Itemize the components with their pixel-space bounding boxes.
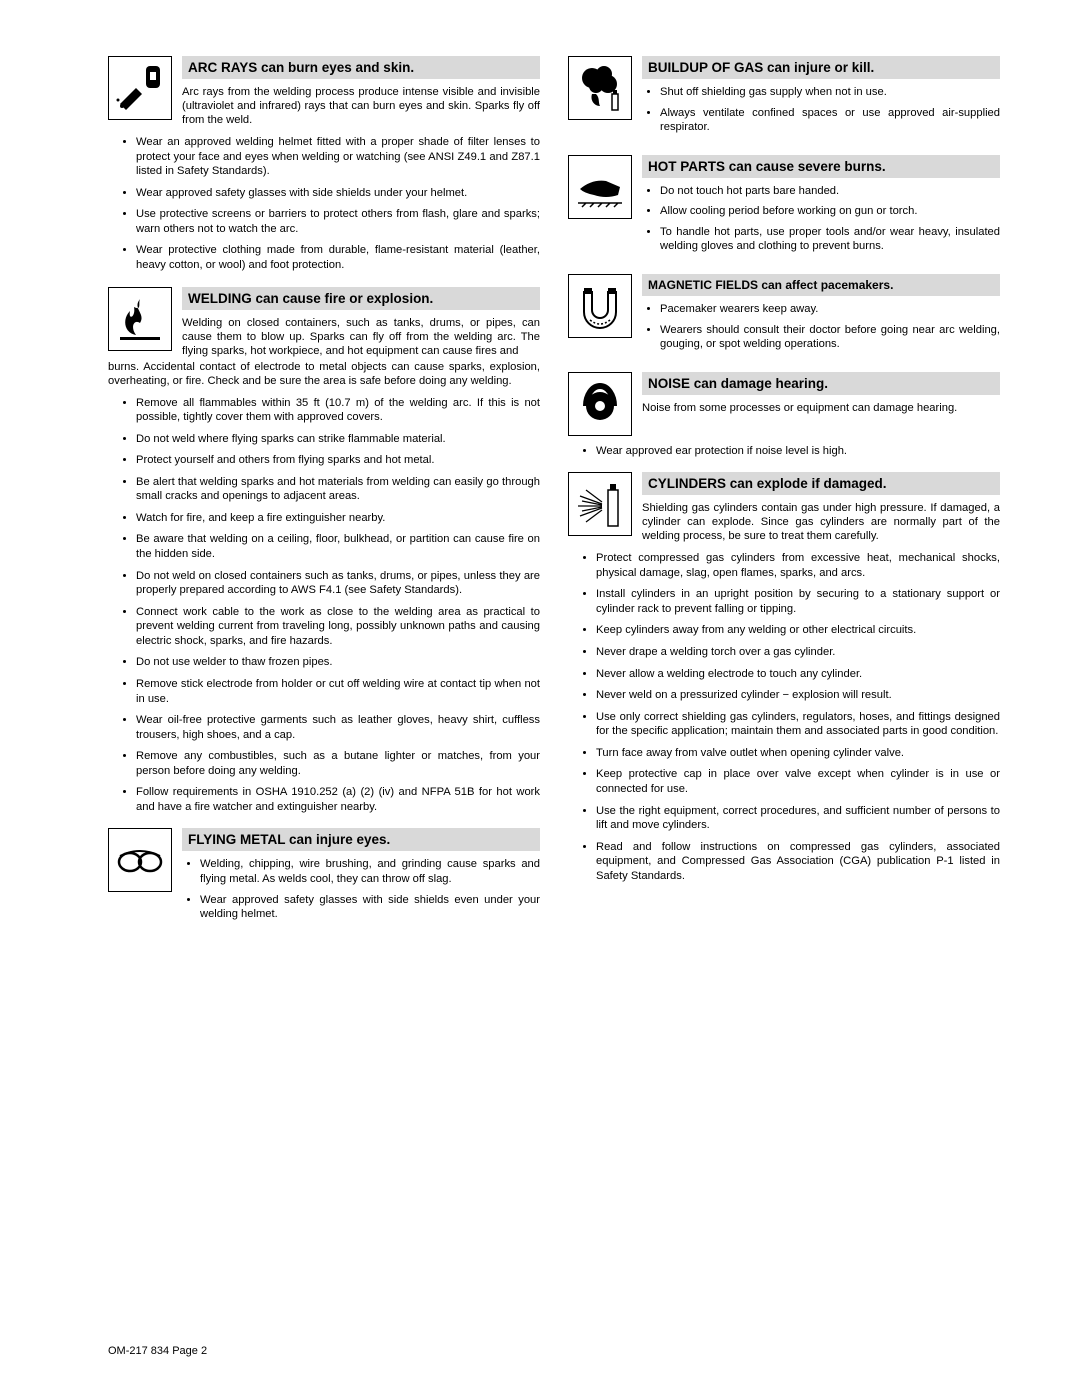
- bullet-item: Remove stick electrode from holder or cu…: [136, 677, 540, 706]
- section-side-bullets: Welding, chipping, wire brushing, and gr…: [182, 857, 540, 921]
- bullet-item: Watch for fire, and keep a fire extingui…: [136, 511, 540, 526]
- section-header-row: BUILDUP OF GAS can injure or kill. Shut o…: [568, 56, 1000, 141]
- safety-section: WELDING can cause fire or explosion. Weld…: [108, 287, 540, 815]
- section-side-bullets: Do not touch hot parts bare handed. Allow…: [642, 184, 1000, 254]
- section-side-bullets: Pacemaker wearers keep away. Wearers shou…: [642, 302, 1000, 352]
- bullet-item: Use protective screens or barriers to pr…: [136, 207, 540, 236]
- goggles-icon: [108, 828, 172, 892]
- magnet-icon: [568, 274, 632, 338]
- section-title: MAGNETIC FIELDS can affect pacemakers.: [642, 274, 1000, 296]
- section-header-row: CYLINDERS can explode if damaged. Shieldi…: [568, 472, 1000, 543]
- section-title: WELDING can cause fire or explosion.: [182, 287, 540, 310]
- section-header-row: WELDING can cause fire or explosion. Weld…: [108, 287, 540, 358]
- bullet-item: Wear approved safety glasses with side s…: [200, 893, 540, 922]
- left-column: ARC RAYS can burn eyes and skin. Arc rays…: [108, 56, 540, 942]
- section-header-row: NOISE can damage hearing. Noise from some…: [568, 372, 1000, 436]
- bullet-item: Pacemaker wearers keep away.: [660, 302, 1000, 317]
- safety-section: NOISE can damage hearing. Noise from some…: [568, 372, 1000, 459]
- safety-section: HOT PARTS can cause severe burns. Do not …: [568, 155, 1000, 260]
- bullet-item: Never drape a welding torch over a gas c…: [596, 645, 1000, 660]
- bullet-item: Wear oil-free protective garments such a…: [136, 713, 540, 742]
- section-right-block: FLYING METAL can injure eyes. Welding, ch…: [182, 828, 540, 927]
- bullet-item: Keep cylinders away from any welding or …: [596, 623, 1000, 638]
- bullet-item: Remove all flammables within 35 ft (10.7…: [136, 396, 540, 425]
- bullet-item: Always ventilate confined spaces or use …: [660, 106, 1000, 135]
- safety-section: FLYING METAL can injure eyes. Welding, ch…: [108, 828, 540, 927]
- hand-icon: [568, 155, 632, 219]
- bullet-item: Protect compressed gas cylinders from ex…: [596, 551, 1000, 580]
- bullet-item: Be alert that welding sparks and hot mat…: [136, 475, 540, 504]
- bullet-item: Remove any combustibles, such as a butan…: [136, 749, 540, 778]
- section-title: NOISE can damage hearing.: [642, 372, 1000, 395]
- section-right-block: ARC RAYS can burn eyes and skin. Arc rays…: [182, 56, 540, 127]
- columns-container: ARC RAYS can burn eyes and skin. Arc rays…: [108, 56, 1000, 942]
- section-right-block: WELDING can cause fire or explosion. Weld…: [182, 287, 540, 358]
- bullet-item: Do not weld on closed containers such as…: [136, 569, 540, 598]
- bullet-item: Wearers should consult their doctor befo…: [660, 323, 1000, 352]
- bullet-item: Read and follow instructions on compress…: [596, 840, 1000, 884]
- bullet-item: Install cylinders in an upright position…: [596, 587, 1000, 616]
- safety-section: BUILDUP OF GAS can injure or kill. Shut o…: [568, 56, 1000, 141]
- bullet-item: Do not touch hot parts bare handed.: [660, 184, 1000, 199]
- section-title: HOT PARTS can cause severe burns.: [642, 155, 1000, 178]
- gas-icon: [568, 56, 632, 120]
- section-bullets: Protect compressed gas cylinders from ex…: [568, 551, 1000, 883]
- welder-icon: [108, 56, 172, 120]
- bullet-item: Shut off shielding gas supply when not i…: [660, 85, 1000, 100]
- section-header-row: ARC RAYS can burn eyes and skin. Arc rays…: [108, 56, 540, 127]
- bullet-item: Do not weld where flying sparks can stri…: [136, 432, 540, 447]
- bullet-item: Be aware that welding on a ceiling, floo…: [136, 532, 540, 561]
- bullet-item: Wear approved ear protection if noise le…: [596, 444, 1000, 459]
- bullet-item: Allow cooling period before working on g…: [660, 204, 1000, 219]
- section-bullets: Remove all flammables within 35 ft (10.7…: [108, 396, 540, 815]
- bullet-item: Connect work cable to the work as close …: [136, 605, 540, 649]
- section-header-row: HOT PARTS can cause severe burns. Do not …: [568, 155, 1000, 260]
- section-side-bullets: Shut off shielding gas supply when not i…: [642, 85, 1000, 135]
- section-right-block: MAGNETIC FIELDS can affect pacemakers. Pa…: [642, 274, 1000, 358]
- section-title: ARC RAYS can burn eyes and skin.: [182, 56, 540, 79]
- section-title: BUILDUP OF GAS can injure or kill.: [642, 56, 1000, 79]
- section-intro: Arc rays from the welding process produc…: [182, 85, 540, 127]
- bullet-item: Follow requirements in OSHA 1910.252 (a)…: [136, 785, 540, 814]
- bullet-item: Do not use welder to thaw frozen pipes.: [136, 655, 540, 670]
- ear-icon: [568, 372, 632, 436]
- section-bullets: Wear approved ear protection if noise le…: [568, 444, 1000, 459]
- bullet-item: Keep protective cap in place over valve …: [596, 767, 1000, 796]
- bullet-item: Never allow a welding electrode to touch…: [596, 667, 1000, 682]
- fire-icon: [108, 287, 172, 351]
- section-title: FLYING METAL can injure eyes.: [182, 828, 540, 851]
- section-right-block: CYLINDERS can explode if damaged. Shieldi…: [642, 472, 1000, 543]
- bullet-item: Wear protective clothing made from durab…: [136, 243, 540, 272]
- safety-section: CYLINDERS can explode if damaged. Shieldi…: [568, 472, 1000, 883]
- section-intro-cont: burns. Accidental contact of electrode t…: [108, 360, 540, 388]
- bullet-item: Use the right equipment, correct procedu…: [596, 804, 1000, 833]
- section-intro: Shielding gas cylinders contain gas unde…: [642, 501, 1000, 543]
- section-right-block: NOISE can damage hearing. Noise from some…: [642, 372, 1000, 415]
- page-footer: OM-217 834 Page 2: [108, 1345, 207, 1357]
- cylinder-icon: [568, 472, 632, 536]
- right-column: BUILDUP OF GAS can injure or kill. Shut o…: [568, 56, 1000, 942]
- bullet-item: Turn face away from valve outlet when op…: [596, 746, 1000, 761]
- safety-section: MAGNETIC FIELDS can affect pacemakers. Pa…: [568, 274, 1000, 358]
- section-header-row: MAGNETIC FIELDS can affect pacemakers. Pa…: [568, 274, 1000, 358]
- section-right-block: BUILDUP OF GAS can injure or kill. Shut o…: [642, 56, 1000, 141]
- bullet-item: To handle hot parts, use proper tools an…: [660, 225, 1000, 254]
- bullet-item: Use only correct shielding gas cylinders…: [596, 710, 1000, 739]
- section-bullets: Wear an approved welding helmet fitted w…: [108, 135, 540, 273]
- bullet-item: Welding, chipping, wire brushing, and gr…: [200, 857, 540, 886]
- safety-section: ARC RAYS can burn eyes and skin. Arc rays…: [108, 56, 540, 273]
- section-title: CYLINDERS can explode if damaged.: [642, 472, 1000, 495]
- section-right-block: HOT PARTS can cause severe burns. Do not …: [642, 155, 1000, 260]
- bullet-item: Protect yourself and others from flying …: [136, 453, 540, 468]
- section-header-row: FLYING METAL can injure eyes. Welding, ch…: [108, 828, 540, 927]
- bullet-item: Never weld on a pressurized cylinder − e…: [596, 688, 1000, 703]
- bullet-item: Wear an approved welding helmet fitted w…: [136, 135, 540, 179]
- bullet-item: Wear approved safety glasses with side s…: [136, 186, 540, 201]
- section-intro: Welding on closed containers, such as ta…: [182, 316, 540, 358]
- section-intro: Noise from some processes or equipment c…: [642, 401, 1000, 415]
